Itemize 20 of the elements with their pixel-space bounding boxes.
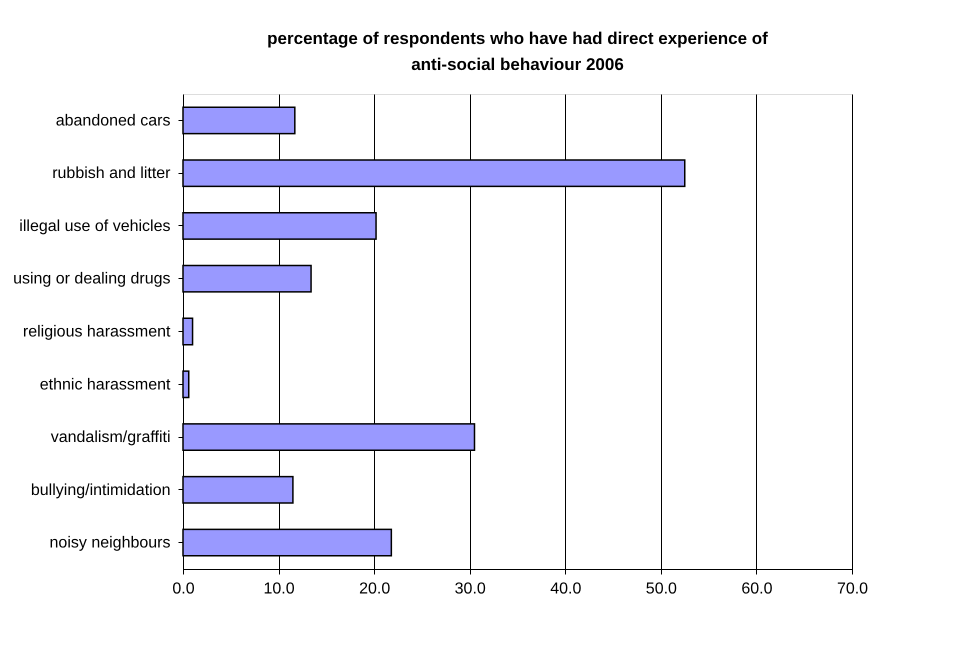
y-tick-label: illegal use of vehicles <box>19 218 170 235</box>
y-tick-label: vandalism/graffiti <box>50 429 170 446</box>
x-tick-label: 0.0 <box>172 580 195 598</box>
x-tick-label: 60.0 <box>741 580 773 598</box>
x-tick-label: 20.0 <box>359 580 390 598</box>
x-tick-label: 50.0 <box>646 580 678 598</box>
y-tick-label: using or dealing drugs <box>13 270 170 288</box>
y-tick-label: ethnic harassment <box>40 376 172 394</box>
y-tick-label: noisy neighbours <box>50 534 170 552</box>
x-tick-label: 40.0 <box>550 580 582 598</box>
y-tick-label: rubbish and litter <box>52 165 172 182</box>
bar <box>182 318 194 346</box>
bar <box>182 370 190 398</box>
x-tick-label: 30.0 <box>454 580 486 598</box>
y-tick-label: abandoned cars <box>56 112 170 130</box>
x-tick-label: 70.0 <box>836 580 868 598</box>
y-tick-label: bullying/intimidation <box>30 482 170 499</box>
x-tick-label: 10.0 <box>264 580 295 598</box>
y-tick-label: religious harassment <box>22 324 172 340</box>
chart-title: percentage of respondents who have had direct experience of anti-social behaviour 2006 <box>267 29 768 74</box>
